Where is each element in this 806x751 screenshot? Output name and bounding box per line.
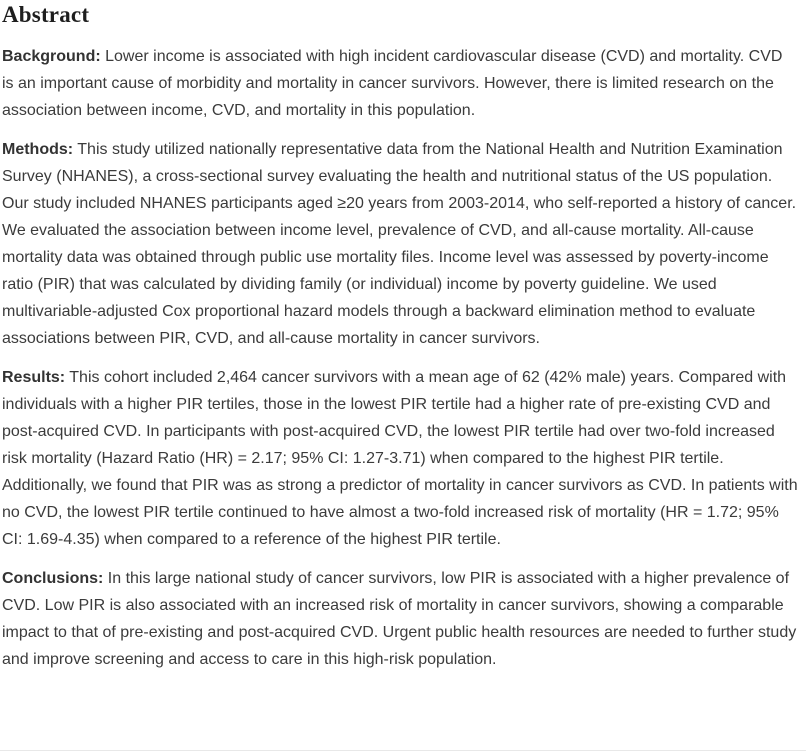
- paragraph-text-results: This cohort included 2,464 cancer surviv…: [2, 368, 798, 548]
- abstract-paragraph-background: Background: Lower income is associated w…: [2, 43, 798, 124]
- page-title: Abstract: [2, 2, 90, 27]
- paragraph-label-results: Results:: [2, 368, 66, 386]
- abstract-paragraph-conclusions: Conclusions: In this large national stud…: [2, 565, 798, 673]
- abstract-paragraph-results: Results: This cohort included 2,464 canc…: [2, 364, 798, 553]
- paragraph-text-methods: This study utilized nationally represent…: [2, 140, 797, 347]
- paragraph-text-conclusions: In this large national study of cancer s…: [2, 569, 797, 668]
- abstract-paragraph-methods: Methods: This study utilized nationally …: [2, 136, 798, 352]
- paragraph-label-methods: Methods:: [2, 140, 74, 158]
- paragraph-label-conclusions: Conclusions:: [2, 569, 104, 587]
- paragraph-text-background: Lower income is associated with high inc…: [2, 47, 783, 119]
- paragraph-label-background: Background:: [2, 47, 101, 65]
